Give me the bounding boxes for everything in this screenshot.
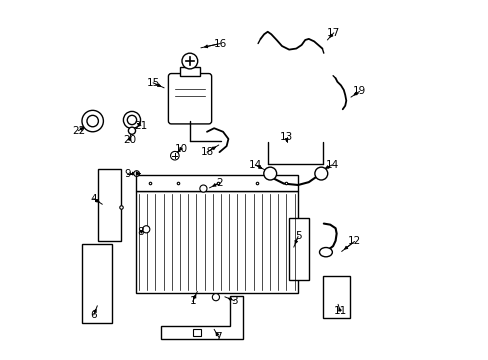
Text: 18: 18 bbox=[200, 147, 213, 157]
Text: 5: 5 bbox=[294, 231, 301, 242]
Text: 10: 10 bbox=[174, 144, 187, 154]
Text: 17: 17 bbox=[326, 28, 340, 38]
Bar bbox=[180, 67, 200, 76]
Ellipse shape bbox=[127, 115, 136, 125]
Text: 14: 14 bbox=[325, 160, 338, 170]
Text: 2: 2 bbox=[216, 178, 223, 188]
Ellipse shape bbox=[128, 127, 135, 134]
Bar bbox=[288, 217, 308, 280]
Circle shape bbox=[142, 226, 149, 233]
Bar bbox=[135, 191, 298, 293]
Ellipse shape bbox=[87, 115, 98, 127]
Ellipse shape bbox=[82, 111, 103, 132]
Circle shape bbox=[182, 53, 197, 69]
FancyBboxPatch shape bbox=[168, 73, 211, 124]
Circle shape bbox=[170, 152, 179, 160]
Ellipse shape bbox=[123, 111, 140, 129]
Text: 8: 8 bbox=[137, 227, 144, 237]
Text: 14: 14 bbox=[248, 160, 261, 170]
Text: 1: 1 bbox=[189, 296, 196, 306]
Bar bbox=[323, 276, 349, 318]
Bar bbox=[82, 244, 112, 323]
Text: 9: 9 bbox=[124, 168, 130, 179]
Text: 7: 7 bbox=[215, 332, 222, 342]
Text: 20: 20 bbox=[122, 135, 136, 145]
Text: 11: 11 bbox=[333, 306, 346, 316]
Text: 22: 22 bbox=[72, 126, 85, 136]
Circle shape bbox=[212, 294, 219, 301]
Circle shape bbox=[134, 171, 139, 176]
Text: 3: 3 bbox=[231, 296, 237, 306]
Ellipse shape bbox=[263, 167, 276, 180]
Ellipse shape bbox=[314, 167, 327, 180]
Text: 16: 16 bbox=[213, 39, 226, 49]
Text: 12: 12 bbox=[347, 237, 361, 247]
Text: 19: 19 bbox=[352, 86, 366, 96]
Text: 15: 15 bbox=[146, 78, 160, 88]
Text: 4: 4 bbox=[90, 194, 97, 203]
Text: 21: 21 bbox=[134, 121, 147, 131]
Bar bbox=[135, 175, 298, 191]
Text: 6: 6 bbox=[90, 310, 97, 320]
Bar bbox=[192, 329, 200, 337]
Polygon shape bbox=[160, 296, 242, 339]
Ellipse shape bbox=[319, 248, 332, 257]
Bar bbox=[98, 169, 121, 241]
Circle shape bbox=[200, 185, 206, 192]
Text: 13: 13 bbox=[280, 132, 293, 142]
